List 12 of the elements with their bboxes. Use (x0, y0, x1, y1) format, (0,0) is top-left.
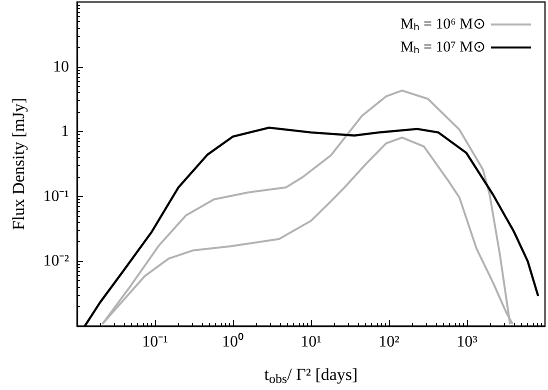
y-tick-label: 10 (53, 58, 69, 76)
legend-label: Mₕ = 10⁷ M⊙ (400, 40, 486, 56)
x-tick-label: 10⁻¹ (142, 334, 168, 350)
x-tick-label: 10⁰ (222, 332, 244, 350)
y-tick-label: 10⁻¹ (43, 188, 70, 205)
x-tick-label: 10¹ (300, 334, 322, 350)
x-tick-label: 10² (378, 334, 400, 350)
x-tick-label: 10³ (456, 334, 478, 350)
y-tick-label: 1 (61, 123, 69, 140)
y-tick-label: 10⁻² (43, 252, 70, 270)
legend-label: Mₕ = 10⁶ M⊙ (400, 16, 486, 32)
y-axis-title: Flux Density [mJy] (9, 98, 28, 230)
